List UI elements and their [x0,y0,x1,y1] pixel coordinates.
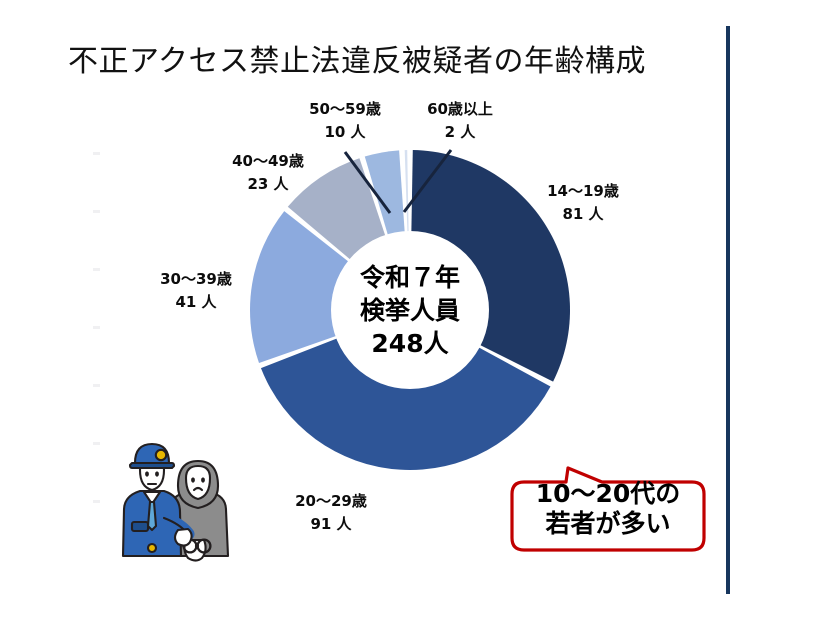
slice-label-5059-value: 10 人 [324,123,366,142]
officer-hat-brim [128,461,176,470]
right-divider-line [726,26,730,594]
officer-shirt-collar [142,490,162,506]
ghost-axis-mark [93,152,100,155]
officer-pocket [130,520,150,533]
donut-chart [242,142,578,478]
officer-tie [146,500,158,532]
slice-label-60up: 60歳以上 2 人 [400,98,520,145]
suspect-mouth [192,486,204,492]
ghost-axis-mark [93,210,100,213]
suspect-eye-left [191,477,195,483]
slice-label-4049: 40〜49歳 23 人 [212,150,324,197]
officer-hand [173,527,193,547]
callout-line-2: 若者が多い [545,509,671,538]
callout-line-1: 10〜20代の [535,479,681,508]
suspect-eye-right [201,477,205,483]
ghost-axis-mark [93,326,100,329]
page-title: 不正アクセス禁止法違反被疑者の年齢構成 [68,44,646,79]
slice-label-4049-value: 23 人 [247,175,289,194]
slice-label-5059: 50〜59歳 10 人 [290,98,400,145]
officer-hat-badge [154,448,168,462]
slice-label-3039: 30〜39歳 41 人 [140,268,252,315]
slice-label-1419-value: 81 人 [562,205,604,224]
officer-eye-right [155,471,159,477]
highlight-callout: 10〜20代の 若者が多い [506,466,710,552]
slice-label-60up-value: 2 人 [444,123,476,142]
suspect-face [184,464,212,501]
slice-label-4049-category: 40〜49歳 [232,152,304,170]
slice-label-5059-category: 50〜59歳 [309,100,381,118]
officer-belt-buckle [146,542,158,554]
callout-bubble-shape [510,466,706,552]
slice-label-2029-category: 20〜29歳 [295,492,367,510]
donut-chart-svg [249,150,571,470]
slice-label-60up-category: 60歳以上 [427,100,493,118]
police-officer-arresting-suspect-illustration [108,430,240,580]
ghost-axis-mark [93,442,100,445]
callout-text: 10〜20代の 若者が多い [506,466,710,552]
officer-eye-left [145,471,149,477]
illustration-svg [121,442,230,562]
ghost-axis-mark [93,268,100,271]
slice-label-2029-value: 91 人 [310,515,352,534]
donut-hole [331,231,489,389]
ghost-axis-mark [93,500,100,503]
slice-label-3039-value: 41 人 [175,293,217,312]
slice-label-2029: 20〜29歳 91 人 [272,490,390,537]
slice-label-1419: 14〜19歳 81 人 [524,180,642,227]
ghost-axis-mark [93,384,100,387]
slice-label-1419-category: 14〜19歳 [547,182,619,200]
slice-label-3039-category: 30〜39歳 [160,270,232,288]
donut-slice-2 [249,211,410,363]
